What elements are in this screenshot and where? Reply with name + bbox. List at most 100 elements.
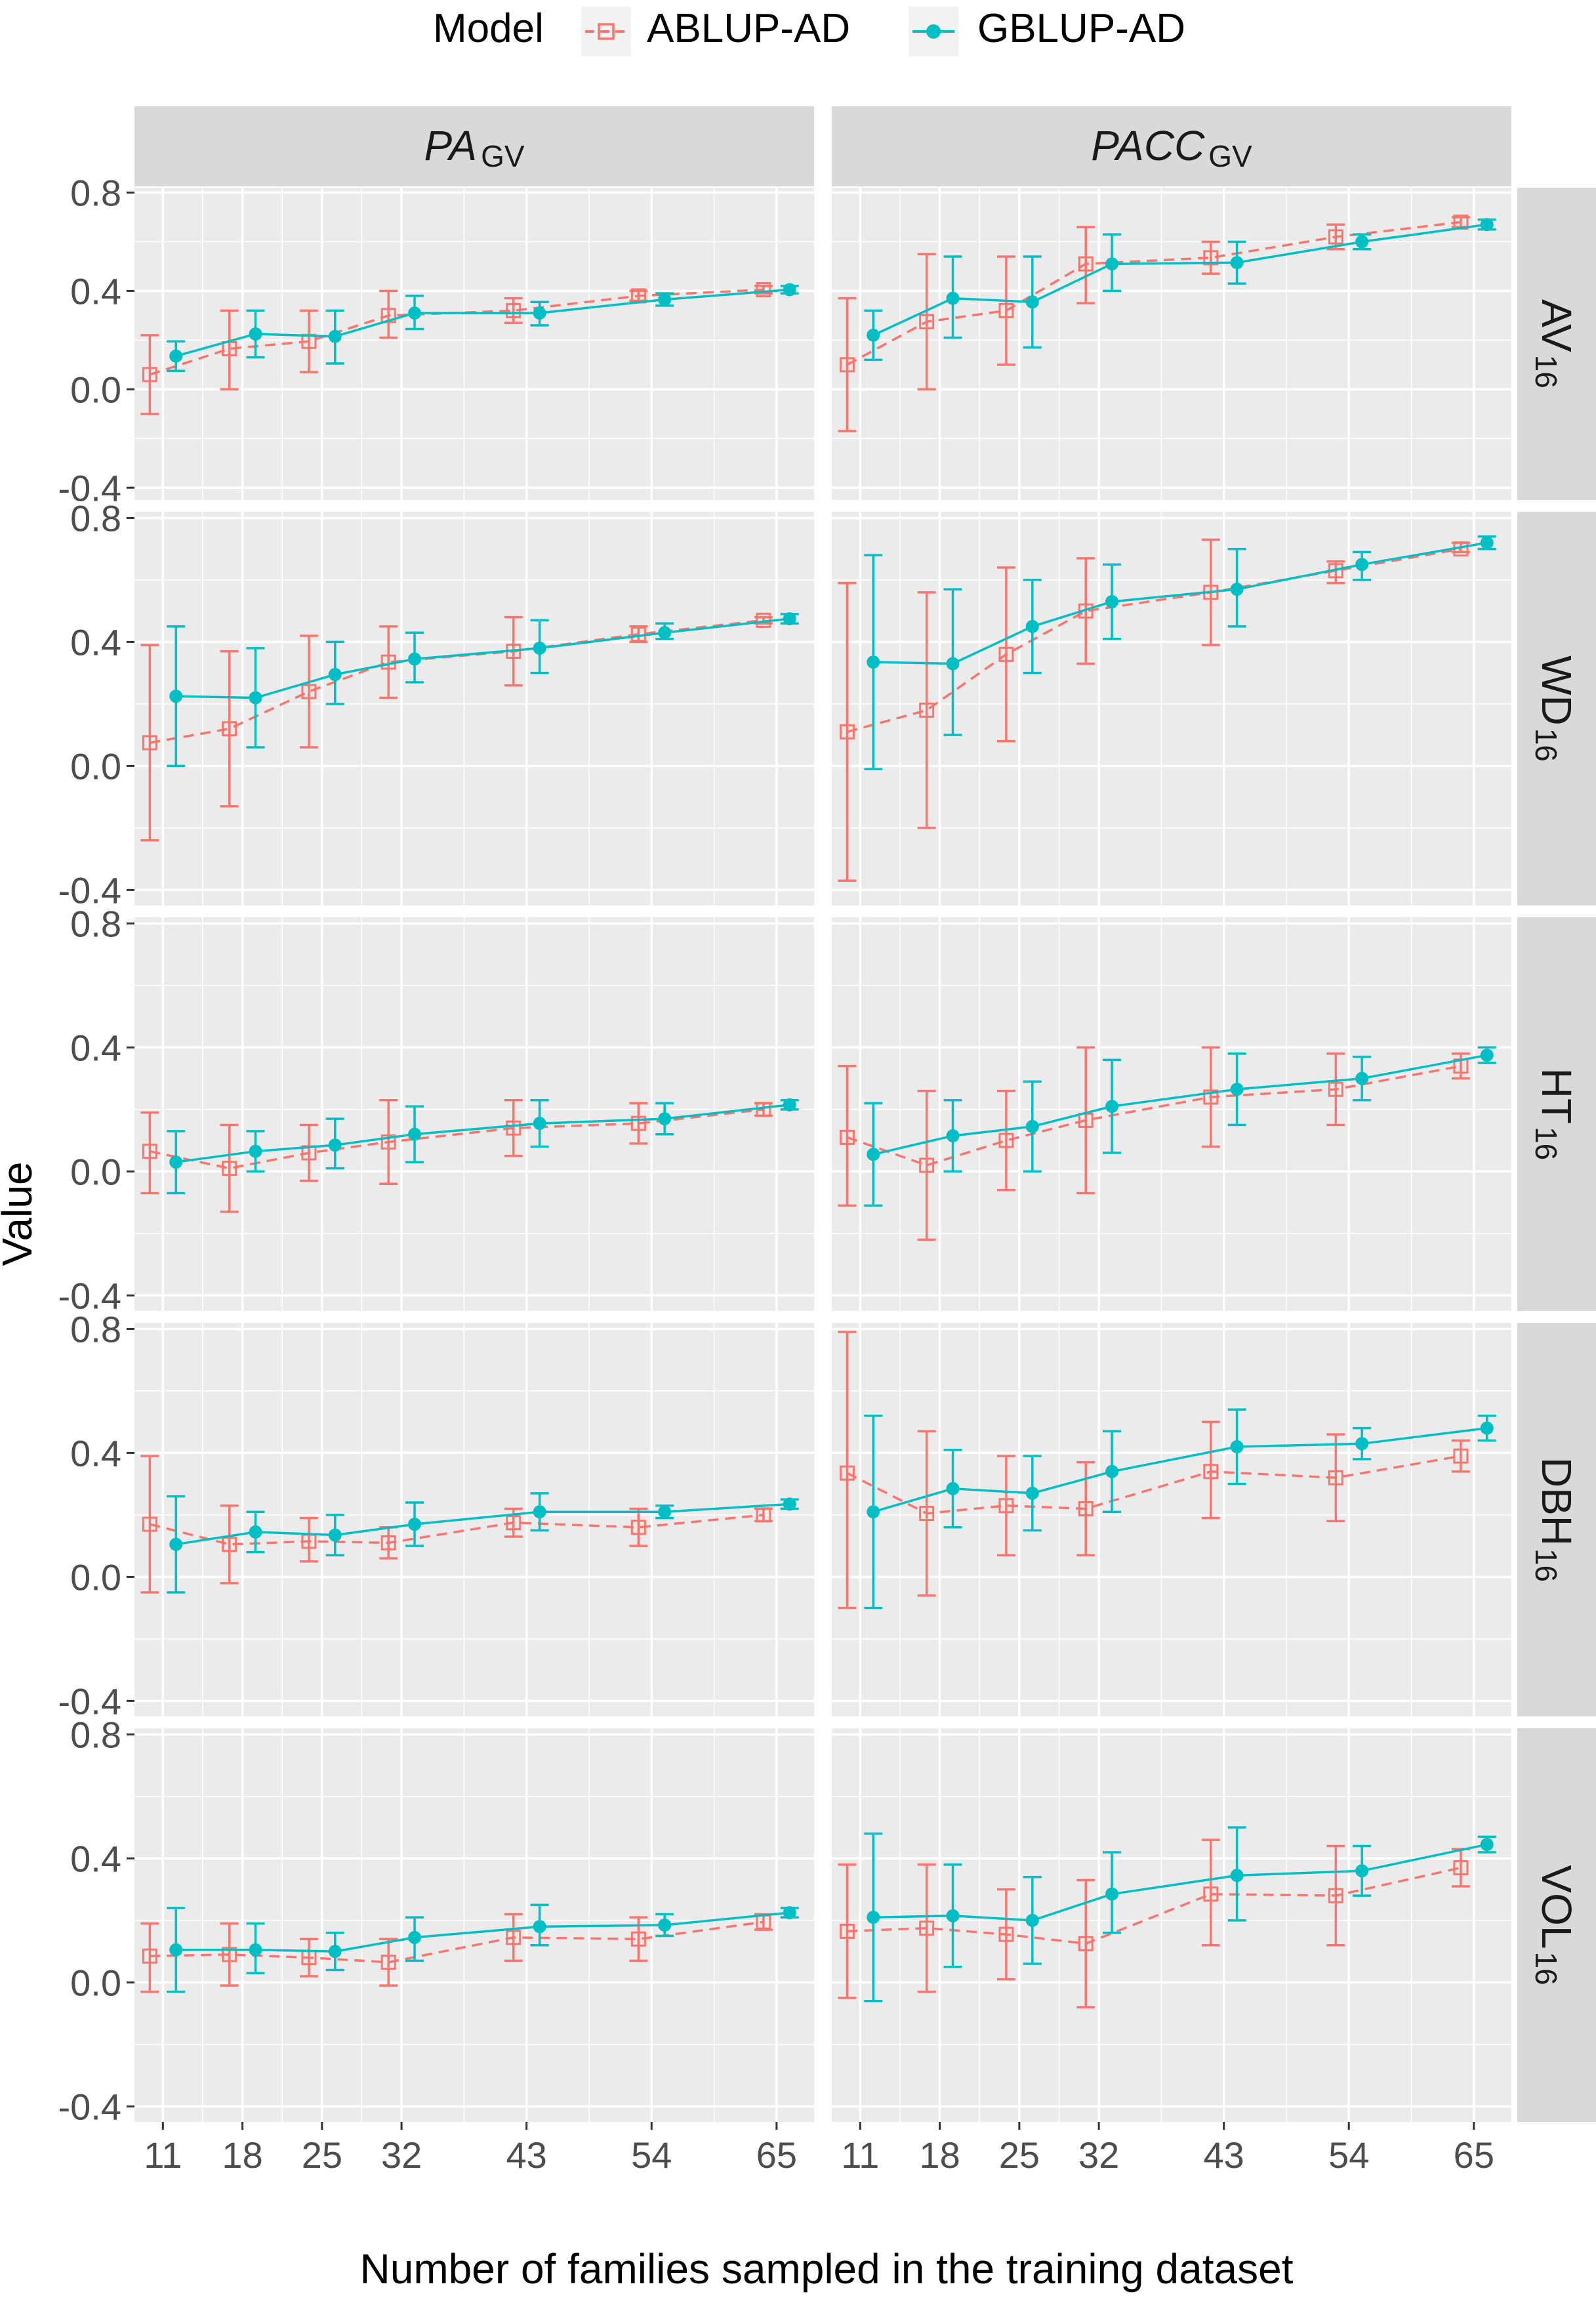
data-point-gblup-ad: [1025, 619, 1039, 633]
row-strip-sub: 16: [1529, 1127, 1563, 1160]
panel-background: [832, 1728, 1511, 2122]
facet-panel: [832, 1323, 1511, 1716]
data-point-ablup-ad: [222, 1947, 237, 1962]
y-tick-label: 0.0: [70, 1556, 121, 1598]
y-tick-label: 0.8: [70, 172, 121, 213]
data-point-gblup-ad: [658, 626, 672, 640]
data-point-ablup-ad: [919, 1157, 935, 1173]
data-point-ablup-ad: [1203, 1464, 1219, 1480]
data-point-ablup-ad: [919, 314, 935, 329]
y-tick-label: 0.4: [70, 270, 121, 312]
data-point-gblup-ad: [658, 293, 672, 306]
data-point-gblup-ad: [1230, 1440, 1244, 1453]
series-line-ablup-ad: [150, 619, 764, 744]
data-point-gblup-ad: [1230, 1869, 1244, 1882]
data-point-ablup-ad: [630, 1931, 646, 1947]
data-point-gblup-ad: [328, 668, 342, 682]
y-tick-label: -0.4: [58, 1275, 122, 1316]
data-point-ablup-ad: [142, 1516, 157, 1532]
column-strip-sub: GV: [481, 139, 525, 173]
panel-background: [832, 512, 1511, 905]
data-point-gblup-ad: [1355, 558, 1369, 571]
data-point-gblup-ad: [1355, 1071, 1369, 1085]
data-point-gblup-ad: [1105, 595, 1119, 609]
data-point-ablup-ad: [506, 1120, 522, 1136]
data-point-gblup-ad: [867, 328, 880, 342]
x-tick-label: 65: [756, 2134, 797, 2176]
data-point-gblup-ad: [946, 1482, 960, 1495]
row-strip-label: DBH16: [1529, 1457, 1580, 1582]
data-point-gblup-ad: [1355, 1437, 1369, 1451]
data-point-gblup-ad: [328, 1945, 342, 1959]
x-tick-label: 25: [999, 2134, 1040, 2176]
data-point-ablup-ad: [998, 1926, 1014, 1942]
y-tick-label: 0.4: [70, 621, 121, 663]
data-point-gblup-ad: [1480, 1048, 1494, 1062]
data-point-ablup-ad: [919, 1920, 935, 1936]
data-point-ablup-ad: [998, 646, 1014, 662]
y-tick-label: 0.4: [70, 1432, 121, 1474]
data-point-ablup-ad: [1203, 1089, 1219, 1105]
data-point-gblup-ad: [1480, 536, 1494, 550]
x-tick-label: 11: [144, 2134, 182, 2176]
data-point-gblup-ad: [249, 1943, 262, 1957]
data-point-ablup-ad: [998, 1132, 1014, 1148]
y-tick-label: 0.0: [70, 369, 121, 410]
x-tick-label: 43: [506, 2134, 547, 2176]
data-point-gblup-ad: [946, 1129, 960, 1143]
data-point-gblup-ad: [1105, 1887, 1119, 1901]
data-point-gblup-ad: [328, 1138, 342, 1152]
row-strip-main: VOL: [1533, 1865, 1580, 1949]
data-point-gblup-ad: [249, 1144, 262, 1158]
panel-background: [832, 1323, 1511, 1716]
x-tick-label: 32: [1078, 2134, 1119, 2176]
data-point-ablup-ad: [998, 302, 1014, 318]
x-tick-label: 11: [841, 2134, 879, 2176]
data-point-gblup-ad: [169, 1943, 183, 1957]
data-point-gblup-ad: [533, 1117, 546, 1131]
data-point-ablup-ad: [142, 1948, 157, 1964]
data-point-ablup-ad: [756, 282, 771, 298]
data-point-ablup-ad: [919, 702, 935, 718]
series-line-ablup-ad: [149, 288, 764, 376]
data-point-ablup-ad: [380, 1134, 396, 1150]
legend-key-ablup-ad-marker: [598, 23, 615, 40]
data-point-ablup-ad: [839, 1923, 855, 1939]
row-strip-main: HT: [1533, 1068, 1580, 1124]
series-line-ablup-ad: [846, 220, 1462, 366]
data-point-ablup-ad: [506, 1515, 522, 1531]
facet-panel: [832, 512, 1511, 905]
data-point-ablup-ad: [506, 1930, 522, 1945]
row-strip: [1517, 1728, 1596, 2122]
data-point-gblup-ad: [1025, 295, 1039, 309]
y-tick-label: 0.8: [70, 497, 121, 539]
row-strip-sub: 16: [1529, 728, 1563, 762]
legend-label-ablup-ad: ABLUP-AD: [647, 6, 850, 51]
data-point-ablup-ad: [506, 302, 522, 318]
data-point-gblup-ad: [249, 327, 262, 341]
facet-panel: [134, 188, 814, 500]
data-point-gblup-ad: [328, 329, 342, 343]
data-point-gblup-ad: [408, 1127, 422, 1141]
data-point-ablup-ad: [1203, 1886, 1219, 1902]
row-strip-sub: 16: [1529, 355, 1563, 388]
data-point-ablup-ad: [919, 1506, 935, 1522]
y-tick-label: -0.4: [58, 2086, 122, 2127]
data-point-gblup-ad: [867, 1148, 880, 1161]
data-point-ablup-ad: [222, 1161, 237, 1176]
data-point-gblup-ad: [169, 690, 183, 703]
column-strip: [134, 106, 814, 186]
facet-panel: [832, 188, 1511, 500]
column-strip-label: PACC GV: [1091, 122, 1252, 173]
column-strip-label: PA GV: [424, 122, 524, 173]
data-point-ablup-ad: [1328, 229, 1343, 245]
row-strip-main: DBH: [1533, 1457, 1580, 1546]
series-line-ablup-ad: [847, 1866, 1462, 1945]
facet-panel: [134, 512, 814, 905]
column-strip-main: PA: [424, 122, 477, 169]
y-tick-label: 0.8: [70, 1308, 121, 1350]
data-point-ablup-ad: [301, 684, 317, 699]
data-point-gblup-ad: [946, 657, 960, 671]
data-point-ablup-ad: [142, 735, 157, 751]
